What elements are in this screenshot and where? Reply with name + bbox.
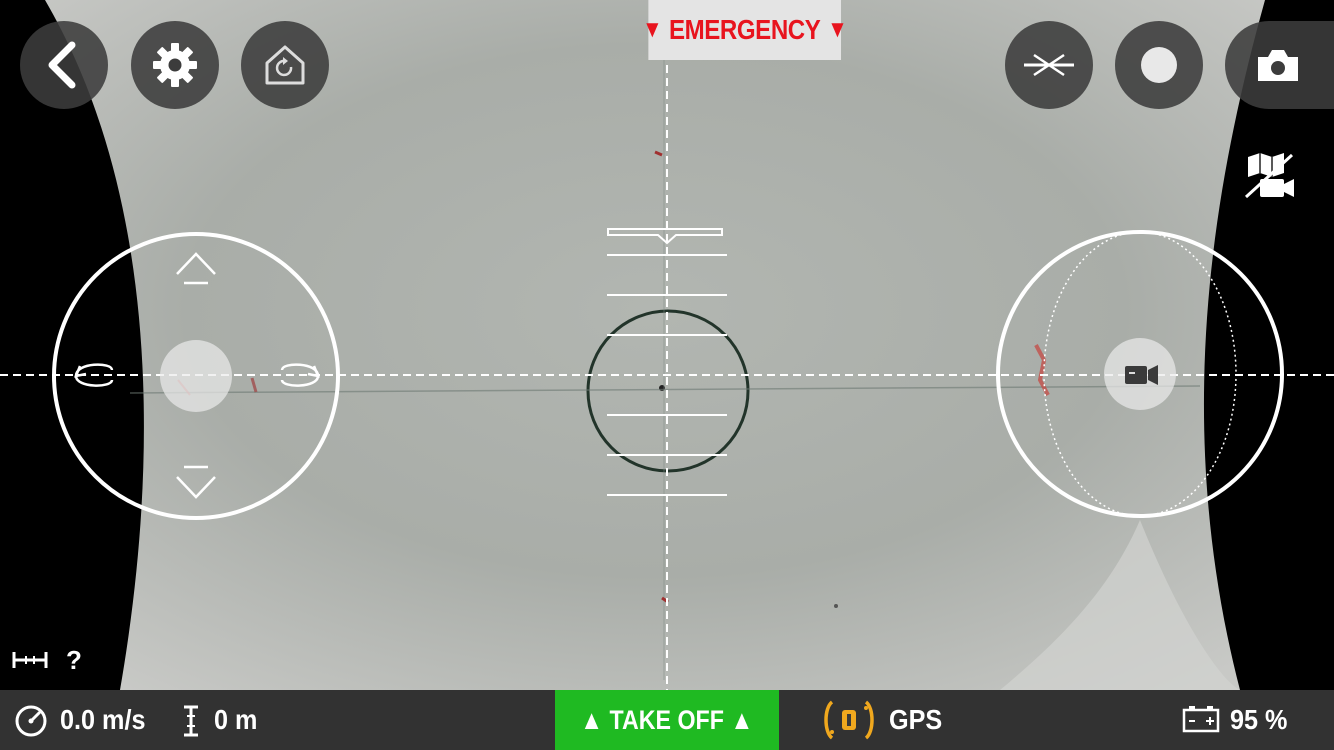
speedometer-icon	[14, 704, 48, 743]
altitude-icon	[182, 704, 200, 743]
distance-value: ?	[66, 645, 82, 675]
emergency-label: EMERGENCY	[669, 14, 821, 45]
flat-trim-button[interactable]	[1005, 21, 1093, 109]
down-arrow-icon	[176, 465, 216, 499]
return-home-button[interactable]	[241, 21, 329, 109]
gps-status-icon	[822, 698, 876, 747]
emergency-button[interactable]: ▼ EMERGENCY ▼	[642, 0, 848, 60]
photo-button[interactable]	[1225, 21, 1334, 109]
left-joystick[interactable]	[52, 232, 340, 520]
up-arrow-icon	[176, 252, 216, 285]
video-camera-icon	[1125, 365, 1158, 385]
speed-value: 0.0 m/s	[60, 704, 146, 735]
map-video-switch-icon	[1244, 153, 1294, 199]
right-joystick[interactable]	[996, 230, 1284, 518]
warning-down-icon: ▼	[642, 16, 663, 43]
battery-value: 95 %	[1230, 704, 1288, 735]
battery-icon	[1182, 705, 1220, 738]
record-button[interactable]	[1115, 21, 1203, 109]
left-joystick-thumb[interactable]	[160, 340, 232, 412]
distance-icon	[12, 648, 52, 672]
back-button[interactable]	[20, 21, 108, 109]
gear-icon	[153, 43, 197, 87]
warning-down-icon: ▼	[827, 16, 848, 43]
takeoff-button[interactable]: ▲ TAKE OFF ▲	[555, 690, 779, 750]
up-triangle-icon: ▲	[730, 704, 754, 735]
record-icon	[1141, 47, 1177, 83]
map-video-switch-button[interactable]	[1242, 151, 1296, 201]
takeoff-label: TAKE OFF	[609, 704, 725, 735]
flat-trim-icon	[1024, 53, 1074, 77]
camera-icon	[1257, 50, 1298, 81]
up-triangle-icon: ▲	[580, 704, 604, 735]
rotate-right-icon	[280, 363, 321, 387]
chevron-left-icon	[48, 41, 76, 89]
home-return-icon	[265, 45, 305, 85]
altitude-value: 0 m	[214, 704, 258, 735]
gps-label: GPS	[889, 704, 943, 735]
settings-button[interactable]	[131, 21, 219, 109]
rotate-left-icon	[73, 363, 114, 387]
